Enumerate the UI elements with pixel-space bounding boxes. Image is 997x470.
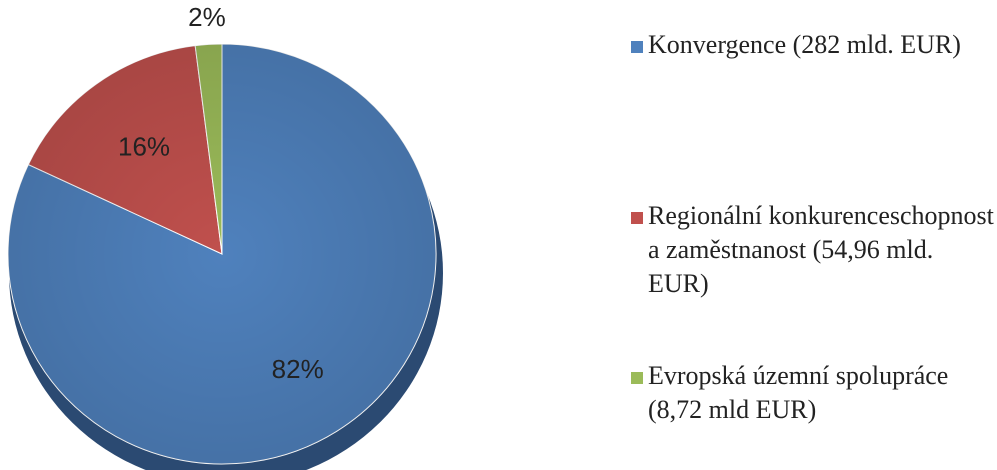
legend-label-evropska: Evropská územní spolupráce (8,72 mld EUR… [648, 361, 949, 424]
legend-swatch-evropska [631, 372, 643, 384]
legend-label-konvergence: Konvergence (282 mld. EUR) [648, 30, 961, 59]
legend-item-regionalni: Regionální konkurenceschopnost a zaměstn… [631, 199, 997, 301]
pie-plot-area: 82% 16% 2% [7, 2, 443, 470]
data-label-regionalni: 16% [118, 132, 170, 162]
legend-item-evropska: Evropská územní spolupráce (8,72 mld EUR… [631, 359, 997, 427]
legend-item-konvergence: Konvergence (282 mld. EUR) [631, 28, 997, 62]
legend-label-regionalni: Regionální konkurenceschopnost a zaměstn… [648, 201, 994, 298]
legend-swatch-konvergence [631, 41, 643, 53]
data-label-evropska: 2% [188, 2, 226, 32]
legend-swatch-regionalni [631, 212, 643, 224]
data-label-konvergence: 82% [272, 354, 324, 384]
